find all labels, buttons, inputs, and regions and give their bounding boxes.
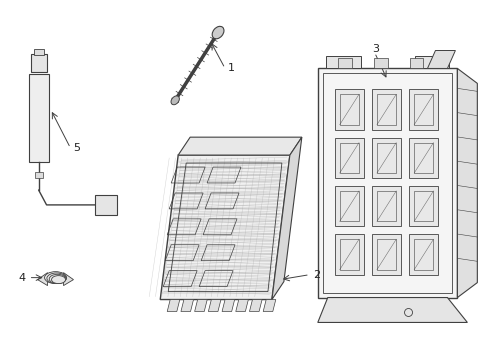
- Bar: [34, 49, 43, 55]
- Bar: [376, 94, 395, 125]
- Text: 1: 1: [227, 63, 235, 73]
- Bar: [408, 138, 438, 178]
- Bar: [413, 94, 432, 125]
- Bar: [376, 191, 395, 221]
- Text: 4: 4: [19, 273, 25, 283]
- Bar: [413, 239, 432, 270]
- Polygon shape: [160, 155, 289, 300]
- Bar: [376, 143, 395, 173]
- Bar: [325, 57, 360, 68]
- Bar: [408, 234, 438, 275]
- Bar: [337, 58, 351, 68]
- Ellipse shape: [171, 96, 179, 105]
- Bar: [371, 89, 400, 130]
- Polygon shape: [317, 298, 467, 323]
- Bar: [413, 191, 432, 221]
- Polygon shape: [235, 300, 248, 311]
- Polygon shape: [181, 300, 193, 311]
- Ellipse shape: [212, 26, 224, 39]
- Bar: [317, 68, 456, 298]
- Polygon shape: [167, 300, 180, 311]
- Bar: [408, 58, 423, 68]
- Polygon shape: [222, 300, 234, 311]
- Bar: [334, 234, 363, 275]
- Bar: [339, 239, 358, 270]
- Polygon shape: [263, 300, 275, 311]
- Bar: [408, 89, 438, 130]
- Bar: [95, 195, 117, 215]
- Bar: [334, 89, 363, 130]
- Bar: [339, 191, 358, 221]
- Bar: [334, 186, 363, 226]
- Bar: [408, 186, 438, 226]
- Bar: [31, 54, 46, 72]
- Bar: [414, 57, 448, 68]
- Ellipse shape: [49, 274, 66, 284]
- Bar: [371, 234, 400, 275]
- Bar: [413, 143, 432, 173]
- Bar: [339, 94, 358, 125]
- Bar: [339, 143, 358, 173]
- Bar: [334, 138, 363, 178]
- Bar: [373, 58, 387, 68]
- Bar: [29, 75, 48, 162]
- Bar: [376, 239, 395, 270]
- Text: 3: 3: [372, 44, 379, 54]
- Bar: [322, 73, 451, 293]
- Ellipse shape: [51, 276, 65, 284]
- Ellipse shape: [47, 273, 66, 284]
- Polygon shape: [63, 273, 73, 285]
- Polygon shape: [427, 50, 454, 68]
- Polygon shape: [208, 300, 221, 311]
- Polygon shape: [249, 300, 262, 311]
- Bar: [35, 172, 42, 178]
- Text: 5: 5: [73, 143, 81, 153]
- Bar: [371, 138, 400, 178]
- Polygon shape: [456, 68, 476, 298]
- Bar: [371, 186, 400, 226]
- Polygon shape: [178, 137, 301, 155]
- Polygon shape: [38, 273, 47, 285]
- Text: 2: 2: [312, 270, 319, 280]
- Ellipse shape: [44, 272, 66, 284]
- Polygon shape: [271, 137, 301, 300]
- Polygon shape: [194, 300, 207, 311]
